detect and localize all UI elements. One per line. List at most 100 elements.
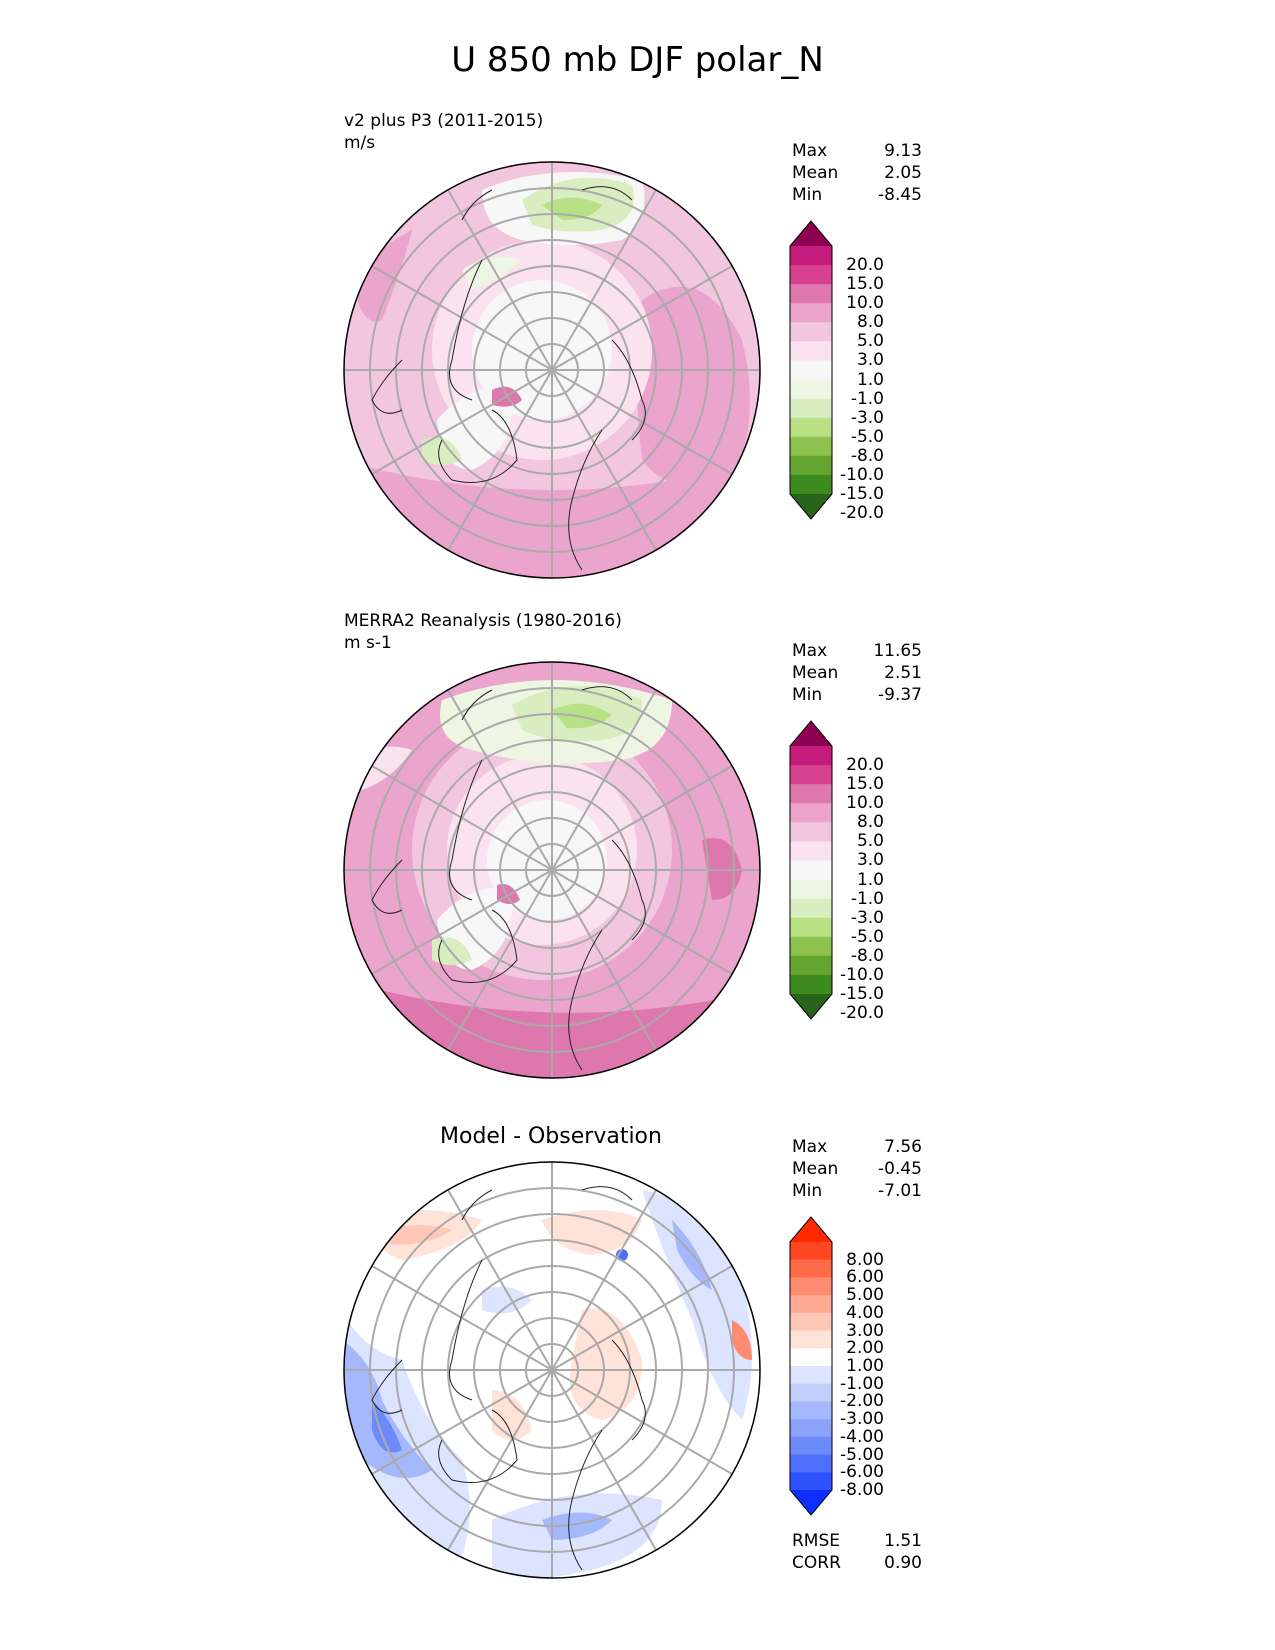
diff-colorbar-tick-label: -5.00 bbox=[840, 1444, 884, 1465]
obs-colorbar-tick-label: 20.0 bbox=[846, 755, 884, 776]
model-colorbar-tick-label: -1.0 bbox=[850, 388, 884, 409]
obs-stats: Max 11.65 Mean 2.51 Min -9.37 bbox=[792, 640, 922, 706]
obs-colorbar-segment bbox=[790, 879, 832, 900]
model-colorbar-outline bbox=[789, 220, 833, 520]
diff-stat-mean: Mean -0.45 bbox=[792, 1159, 922, 1179]
model-colorbar-tick-label: -20.0 bbox=[840, 503, 884, 524]
diff-colorbar-tick-label: -3.00 bbox=[840, 1409, 884, 1430]
obs-colorbar-extend-max bbox=[790, 721, 832, 746]
obs-colorbar-segment bbox=[790, 841, 832, 861]
obs-colorbar-segment bbox=[790, 955, 832, 976]
diff-colorbar-tick-label: 6.00 bbox=[846, 1267, 884, 1288]
model-colorbar-tick-label: -3.0 bbox=[850, 407, 884, 428]
obs-units: m s-1 bbox=[344, 633, 392, 653]
model-colorbar-tick-label: 20.0 bbox=[846, 255, 884, 276]
obs-stat-min: Min -9.37 bbox=[792, 685, 922, 705]
model-stat-mean: Mean 2.05 bbox=[792, 163, 922, 183]
diff-colorbar-segment bbox=[790, 1312, 832, 1332]
diff-colorbar-segment bbox=[790, 1454, 832, 1473]
diff-colorbar-tick-label: 1.00 bbox=[846, 1356, 884, 1376]
model-colorbar-segment bbox=[790, 455, 832, 476]
model-colorbar-segment bbox=[790, 474, 832, 495]
diff-colorbar-segment bbox=[790, 1242, 832, 1261]
obs-colorbar-tick-label: -5.0 bbox=[850, 926, 884, 947]
diff-colorbar-segment bbox=[790, 1419, 832, 1438]
obs-colorbar-segment bbox=[790, 917, 832, 938]
model-colorbar-segment bbox=[790, 303, 832, 323]
model-colorbar-segment bbox=[790, 322, 832, 342]
model-colorbar bbox=[789, 220, 833, 520]
diff-stat-min: Min -7.01 bbox=[792, 1181, 922, 1201]
diff-colorbar-tick-label: 4.00 bbox=[846, 1302, 884, 1323]
obs-panel-title: MERRA2 Reanalysis (1980-2016) m s-1 bbox=[344, 610, 622, 654]
obs-colorbar-outline bbox=[789, 720, 833, 1020]
obs-stat-mean: Mean 2.51 bbox=[792, 663, 922, 683]
obs-colorbar-segment bbox=[790, 860, 832, 881]
model-name: v2 plus P3 (2011-2015) bbox=[344, 111, 544, 131]
obs-colorbar-tick-label: -8.0 bbox=[850, 945, 884, 966]
obs-colorbar-tick-label: 10.0 bbox=[846, 793, 884, 814]
model-colorbar-tick-label: -10.0 bbox=[840, 464, 884, 485]
model-colorbar-segment bbox=[790, 341, 832, 361]
diff-stat-corr: CORR 0.90 bbox=[792, 1553, 922, 1573]
obs-colorbar-tick-label: 5.0 bbox=[856, 831, 884, 852]
obs-colorbar-segment bbox=[790, 746, 832, 766]
obs-name: MERRA2 Reanalysis (1980-2016) bbox=[344, 611, 622, 631]
diff-colorbar-segment bbox=[790, 1436, 832, 1456]
diff-colorbar-segment bbox=[790, 1259, 832, 1278]
diff-colorbar-tick-label: -8.00 bbox=[840, 1480, 884, 1500]
model-stats: Max 9.13 Mean 2.05 Min -8.45 bbox=[792, 140, 922, 206]
obs-colorbar bbox=[789, 720, 833, 1020]
diff-colorbar-segment bbox=[790, 1366, 832, 1385]
obs-colorbar-segment bbox=[790, 803, 832, 823]
obs-colorbar-segment bbox=[790, 898, 832, 919]
model-colorbar-tick-label: -15.0 bbox=[840, 484, 884, 504]
model-stat-min: Min -8.45 bbox=[792, 185, 922, 205]
model-colorbar-segment bbox=[790, 398, 832, 419]
model-colorbar-segment bbox=[790, 284, 832, 304]
model-colorbar-segment bbox=[790, 246, 832, 266]
model-colorbar-tick-label: 1.0 bbox=[856, 369, 884, 390]
diff-stat-rmse: RMSE 1.51 bbox=[792, 1531, 922, 1551]
model-colorbar-segment bbox=[790, 417, 832, 438]
model-colorbar-tick-label: 10.0 bbox=[846, 293, 884, 314]
model-colorbar-tick-label: 15.0 bbox=[846, 274, 884, 295]
obs-polar-map bbox=[343, 661, 761, 1079]
diff-colorbar-tick-label: -2.00 bbox=[840, 1391, 884, 1412]
diff-colorbar-extend-max bbox=[790, 1217, 832, 1242]
model-colorbar-tick-label: -5.0 bbox=[850, 426, 884, 447]
model-colorbar-tick-label: 8.0 bbox=[856, 312, 884, 333]
diff-colorbar-tick-label: -4.00 bbox=[840, 1426, 884, 1447]
obs-colorbar-tick-label: -3.0 bbox=[850, 907, 884, 928]
obs-colorbar-tick-label: 1.0 bbox=[856, 869, 884, 890]
diff-colorbar-segment bbox=[790, 1401, 832, 1420]
obs-colorbar-segment bbox=[790, 974, 832, 995]
diff-colorbar-tick-label: 8.00 bbox=[846, 1249, 884, 1270]
model-stat-max: Max 9.13 bbox=[792, 141, 922, 161]
diff-colorbar-segment bbox=[790, 1277, 832, 1296]
diff-panel-title: Model - Observation bbox=[440, 1124, 662, 1149]
diff-colorbar-tick-label: 2.00 bbox=[846, 1338, 884, 1359]
obs-colorbar-tick-label: -1.0 bbox=[850, 888, 884, 909]
model-panel-title: v2 plus P3 (2011-2015) m/s bbox=[344, 110, 543, 154]
model-colorbar-tick-label: 5.0 bbox=[856, 331, 884, 352]
model-colorbar-segment bbox=[790, 360, 832, 381]
figure-title: U 850 mb DJF polar_N bbox=[451, 40, 824, 80]
diff-colorbar-outline bbox=[789, 1216, 833, 1516]
model-polar-map bbox=[343, 161, 761, 579]
model-colorbar-extend-max bbox=[790, 221, 832, 246]
obs-colorbar-tick-label: -10.0 bbox=[840, 964, 884, 985]
obs-colorbar-tick-label: -20.0 bbox=[840, 1003, 884, 1024]
diff-colorbar-segment bbox=[790, 1295, 832, 1314]
diff-extra-stats: RMSE 1.51 CORR 0.90 bbox=[792, 1530, 922, 1574]
model-colorbar-extend-min bbox=[790, 494, 832, 519]
obs-colorbar-segment bbox=[790, 822, 832, 842]
model-colorbar-tick-label: -8.0 bbox=[850, 445, 884, 466]
obs-colorbar-segment bbox=[790, 765, 832, 785]
model-colorbar-segment bbox=[790, 436, 832, 457]
obs-colorbar-segment bbox=[790, 784, 832, 804]
model-colorbar-segment bbox=[790, 265, 832, 285]
obs-colorbar-tick-label: -15.0 bbox=[840, 984, 884, 1004]
obs-stat-max: Max 11.65 bbox=[792, 641, 922, 661]
model-units: m/s bbox=[344, 133, 376, 153]
